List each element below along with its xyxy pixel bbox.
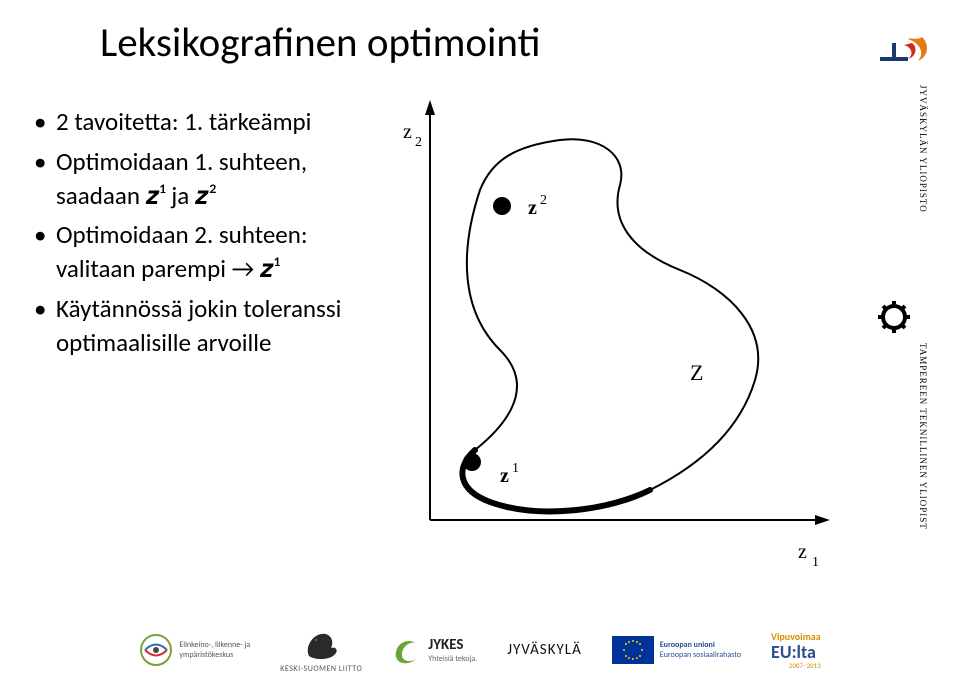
svg-text:2: 2 xyxy=(415,135,422,150)
svg-text:z: z xyxy=(500,465,509,487)
svg-text:Z: Z xyxy=(690,360,703,385)
logo-jykes: JYKES Yhteisiä tekoja. xyxy=(392,635,477,665)
sidebar-logos: JYVÄSKYLÄN YLIOPISTO TAMPEREEN TEKNILLIN… xyxy=(862,35,942,565)
svg-text:TAMPEREEN TEKNILLINEN YLIOPIST: TAMPEREEN TEKNILLINEN YLIOPISTO xyxy=(918,343,928,529)
logo-jyvaskyla: JYVÄSKYLÄ xyxy=(507,641,582,659)
logo-ely: Elinkeino-, liikenne- ja ympäristökeskus xyxy=(139,633,250,667)
logo-eu: Euroopan unioni Euroopan sosiaalirahasto xyxy=(612,636,741,664)
svg-text:1: 1 xyxy=(812,555,819,570)
slide: Leksikografinen optimointi 2 tavoitetta:… xyxy=(0,0,960,697)
figure-lexicographic: z 2 z 1 z 2 z 1 Z xyxy=(400,90,840,570)
slide-title: Leksikografinen optimointi xyxy=(100,18,540,68)
svg-text:1: 1 xyxy=(512,461,519,476)
bullet-list: 2 tavoitetta: 1. tärkeämpi Optimoidaan 1… xyxy=(30,105,390,365)
bullet-item: Käytännössä jokin toleranssi optimaalisi… xyxy=(30,292,390,360)
bullet-item: Optimoidaan 2. suhteen: valitaan parempi… xyxy=(30,218,390,286)
svg-text:z: z xyxy=(528,197,537,219)
bullet-item: 2 tavoitetta: 1. tärkeämpi xyxy=(30,105,390,139)
svg-text:JYVÄSKYLÄN YLIOPISTO: JYVÄSKYLÄN YLIOPISTO xyxy=(918,85,928,213)
logo-tut: TAMPEREEN TEKNILLINEN YLIOPISTO xyxy=(870,299,935,529)
logo-ksl: KESKI-SUOMEN LIITTO xyxy=(280,626,362,674)
footer-logos: Elinkeino-, liikenne- ja ympäristökeskus… xyxy=(0,612,960,687)
logo-jyu: JYVÄSKYLÄN YLIOPISTO xyxy=(870,35,935,265)
svg-text:2: 2 xyxy=(540,193,547,208)
svg-text:z: z xyxy=(798,541,807,563)
svg-text:z: z xyxy=(403,121,412,143)
bullet-item: Optimoidaan 1. suhteen, saadaan 𝒛¹ ja 𝒛² xyxy=(30,145,390,213)
logo-vipuvoimaa: Vipuvoimaa EU:lta 2007–2013 xyxy=(771,630,821,670)
